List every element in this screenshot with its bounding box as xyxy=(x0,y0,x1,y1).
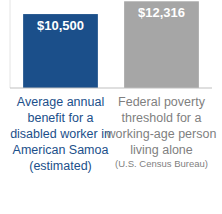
page: {"chart_data": {"type": "bar", "categori… xyxy=(0,0,222,214)
source-note: (U.S. Census Bureau) xyxy=(107,158,217,170)
bar xyxy=(23,14,98,88)
category-label: Average annual benefit for a disabled wo… xyxy=(10,95,111,173)
data-labels: $10,500 $12,316 xyxy=(37,5,185,33)
y-axis-line xyxy=(10,0,11,88)
category-label: Federal poverty threshold for a working-… xyxy=(107,95,217,157)
category-label-box: Average annual benefit for a disabled wo… xyxy=(6,94,116,174)
baseline xyxy=(10,88,212,89)
data-label: $10,500 xyxy=(37,18,84,33)
data-label: $12,316 xyxy=(138,5,185,20)
bars xyxy=(23,1,199,88)
category-label-box: Federal poverty threshold for a working-… xyxy=(107,94,217,170)
bar xyxy=(124,1,199,88)
